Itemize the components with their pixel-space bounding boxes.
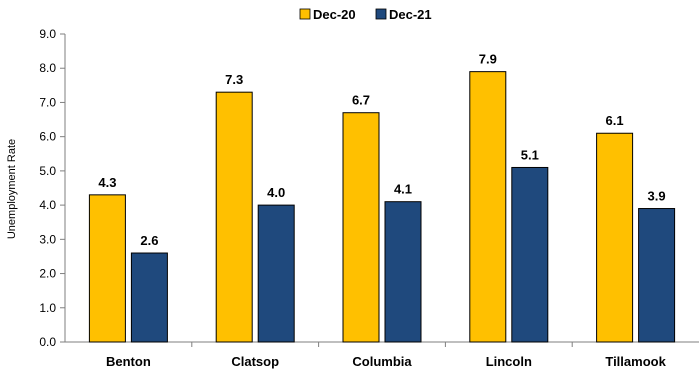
y-tick-label: 6.0 xyxy=(39,130,56,144)
x-category-label: Tillamook xyxy=(605,354,666,369)
bar-dec-21-tillamook xyxy=(638,208,676,343)
legend-label: Dec-20 xyxy=(313,7,356,22)
x-axis: Benton Clatsop Columbia Lincoln Tillamook xyxy=(65,341,699,369)
y-tick-label: 9.0 xyxy=(39,27,56,41)
bar-dec-20-tillamook xyxy=(596,132,634,343)
data-label: 2.6 xyxy=(140,233,158,248)
bar-dec-20-lincoln xyxy=(469,71,507,343)
bars xyxy=(88,71,676,343)
data-label: 6.1 xyxy=(606,113,624,128)
bar-dec-21-columbia xyxy=(384,201,422,343)
y-tick-label: 0.0 xyxy=(39,335,56,349)
bar-dec-21-lincoln xyxy=(511,166,549,343)
data-label: 4.0 xyxy=(267,185,285,200)
data-label: 4.1 xyxy=(394,182,412,197)
x-category-label: Lincoln xyxy=(486,354,532,369)
data-label: 3.9 xyxy=(648,189,666,204)
data-label: 5.1 xyxy=(521,147,539,162)
bar-dec-20-columbia xyxy=(342,112,380,343)
bar-dec-20-clatsop xyxy=(215,91,253,343)
y-tick-label: 1.0 xyxy=(39,301,56,315)
y-axis: 0.0 1.0 2.0 3.0 4.0 5.0 6.0 7.0 8.0 9.0 xyxy=(39,27,66,349)
bar-dec-20-benton xyxy=(88,194,126,343)
data-label: 7.9 xyxy=(479,52,497,67)
bar-dec-21-benton xyxy=(130,252,168,343)
x-category-label: Clatsop xyxy=(231,354,279,369)
legend-swatch xyxy=(299,8,311,20)
y-axis-label: Unemployment Rate xyxy=(6,139,18,239)
x-category-label: Benton xyxy=(106,354,151,369)
legend-item: Dec-20 xyxy=(299,7,356,22)
data-labels: 4.3 2.6 7.3 4.0 6.7 4.1 7.9 5.1 6.1 3.9 xyxy=(98,52,665,248)
data-label: 6.7 xyxy=(352,93,370,108)
y-tick-label: 7.0 xyxy=(39,95,56,109)
data-label: 4.3 xyxy=(98,175,116,190)
y-tick-label: 3.0 xyxy=(39,232,56,246)
y-tick-label: 4.0 xyxy=(39,198,56,212)
y-tick-label: 2.0 xyxy=(39,267,56,281)
legend-label: Dec-21 xyxy=(389,7,432,22)
legend-item: Dec-21 xyxy=(375,7,432,22)
y-tick-label: 5.0 xyxy=(39,164,56,178)
legend: Dec-20 Dec-21 xyxy=(299,7,432,22)
legend-swatch xyxy=(375,8,387,20)
y-tick-label: 8.0 xyxy=(39,61,56,75)
x-category-label: Columbia xyxy=(352,354,412,369)
bar-dec-21-clatsop xyxy=(257,204,295,343)
data-label: 7.3 xyxy=(225,72,243,87)
